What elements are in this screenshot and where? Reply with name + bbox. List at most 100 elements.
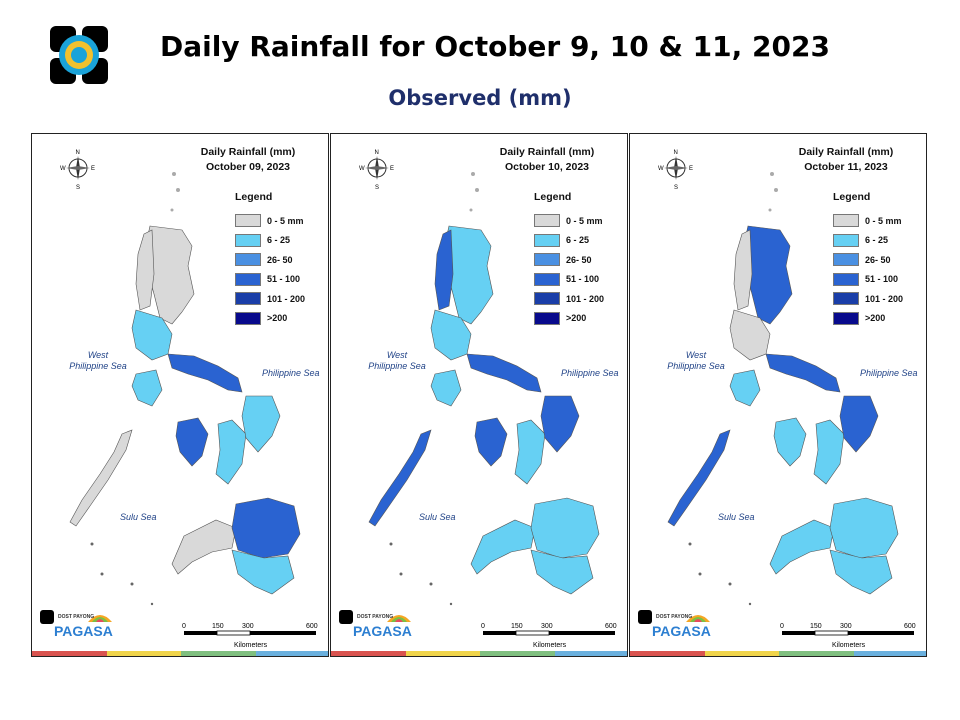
- legend-item: 26- 50: [235, 250, 305, 270]
- sea-label-east: Philippine Sea: [561, 368, 619, 378]
- legend-swatch: [534, 214, 560, 228]
- region-ilocos: [135, 229, 155, 311]
- region-mindanao-east: [231, 497, 301, 559]
- region-mindoro: [729, 369, 761, 407]
- legend-label: 101 - 200: [566, 293, 605, 304]
- legend-swatch: [235, 292, 261, 306]
- svg-text:300: 300: [840, 623, 852, 630]
- svg-text:W: W: [359, 166, 365, 172]
- legend-item: >200: [235, 309, 305, 329]
- legend-swatch: [833, 253, 859, 267]
- region-mindoro: [131, 369, 163, 407]
- svg-text:S: S: [674, 185, 678, 190]
- legend-swatch: [235, 233, 261, 247]
- page-subtitle: Observed (mm): [388, 86, 572, 110]
- svg-text:DOST PAYONG: DOST PAYONG: [58, 614, 94, 620]
- region-mindanao-east: [829, 497, 899, 559]
- svg-text:E: E: [689, 166, 693, 172]
- region-panay: [474, 417, 508, 467]
- svg-text:300: 300: [242, 623, 254, 630]
- legend-item: 0 - 5 mm: [235, 211, 305, 231]
- region-mindoro: [430, 369, 462, 407]
- svg-text:E: E: [390, 166, 394, 172]
- legend-label: >200: [566, 313, 587, 324]
- sea-label-west: West Philippine Sea: [667, 350, 725, 371]
- legend-label: 26- 50: [566, 254, 592, 265]
- sea-label-west: West Philippine Sea: [368, 350, 426, 371]
- legend-item: 6 - 25: [235, 231, 305, 251]
- pagasa-seal-logo: [46, 22, 112, 88]
- svg-text:PAGASA: PAGASA: [652, 623, 711, 639]
- legend-label: 6 - 25: [566, 235, 590, 246]
- svg-text:S: S: [76, 185, 80, 190]
- region-palawan: [69, 429, 133, 527]
- legend: 0 - 5 mm 6 - 25 26- 50 51 - 100 101 - 200 >20…: [235, 211, 305, 328]
- legend-item: 51 - 100: [235, 270, 305, 290]
- sea-label-sulu: Sulu Sea: [419, 512, 456, 522]
- legend-item: 26- 50: [833, 250, 903, 270]
- legend-swatch: [833, 311, 859, 325]
- svg-text:600: 600: [605, 623, 617, 630]
- panel-date: October 09, 2023: [205, 161, 291, 173]
- rainfall-map-panel-3: N S E W Daily Rainfall (mm) October 11, …: [629, 133, 927, 657]
- legend-swatch: [833, 272, 859, 286]
- color-stripe: [331, 651, 627, 656]
- region-samar-leyte: [839, 395, 879, 453]
- color-stripe: [32, 651, 328, 656]
- legend-swatch: [534, 253, 560, 267]
- sea-label-east: Philippine Sea: [262, 368, 320, 378]
- svg-text:S: S: [375, 185, 379, 190]
- svg-text:600: 600: [904, 623, 916, 630]
- legend-label: >200: [267, 313, 288, 324]
- legend-item: >200: [534, 309, 604, 329]
- legend-item: 101 - 200: [534, 289, 604, 309]
- philippines-map: [368, 172, 600, 606]
- compass-rose-icon: N S E W: [359, 148, 395, 191]
- region-mindanao-east: [530, 497, 600, 559]
- pagasa-logo: DOST PAYONG PAGASA: [636, 606, 714, 646]
- legend-swatch: [534, 233, 560, 247]
- map-panels: N S E W Daily Rainfall (mm) October 09, …: [31, 133, 929, 657]
- region-visayas-central: [813, 419, 845, 485]
- sea-label-east: Philippine Sea: [860, 368, 918, 378]
- region-bicol: [167, 353, 243, 393]
- svg-text:W: W: [658, 166, 664, 172]
- legend-label: 51 - 100: [865, 274, 899, 285]
- svg-text:0: 0: [182, 623, 186, 630]
- legend-title: Legend: [534, 191, 572, 203]
- legend-label: 101 - 200: [267, 293, 306, 304]
- legend-title: Legend: [235, 191, 273, 203]
- rainfall-map-panel-1: N S E W Daily Rainfall (mm) October 09, …: [31, 133, 329, 657]
- region-bicol: [765, 353, 841, 393]
- color-stripe: [630, 651, 926, 656]
- region-mindanao-south: [829, 549, 893, 595]
- svg-text:150: 150: [810, 623, 822, 630]
- svg-text:N: N: [674, 150, 678, 156]
- region-samar-leyte: [241, 395, 281, 453]
- legend-swatch: [534, 311, 560, 325]
- legend-label: 101 - 200: [865, 293, 904, 304]
- region-panay: [175, 417, 209, 467]
- region-samar-leyte: [540, 395, 580, 453]
- legend-label: 6 - 25: [865, 235, 889, 246]
- legend-swatch: [833, 292, 859, 306]
- legend-label: 0 - 5 mm: [566, 215, 603, 226]
- legend-label: 26- 50: [865, 254, 891, 265]
- legend-swatch: [833, 233, 859, 247]
- sea-label-sulu: Sulu Sea: [718, 512, 755, 522]
- region-mindanao-south: [231, 549, 295, 595]
- legend-label: 0 - 5 mm: [267, 215, 304, 226]
- region-visayas-central: [215, 419, 247, 485]
- legend-label: >200: [865, 313, 886, 324]
- svg-text:PAGASA: PAGASA: [54, 623, 113, 639]
- svg-text:DOST PAYONG: DOST PAYONG: [357, 614, 393, 620]
- panel-date: October 11, 2023: [804, 161, 888, 173]
- panel-date: October 10, 2023: [504, 161, 590, 173]
- svg-text:Kilometers: Kilometers: [533, 642, 567, 649]
- pagasa-logo: DOST PAYONG PAGASA: [38, 606, 116, 646]
- philippines-map: [667, 172, 899, 606]
- svg-text:Kilometers: Kilometers: [832, 642, 866, 649]
- compass-rose-icon: N S E W: [658, 148, 694, 191]
- region-central-luzon: [430, 309, 472, 361]
- panel-heading: Daily Rainfall (mm): [499, 146, 595, 158]
